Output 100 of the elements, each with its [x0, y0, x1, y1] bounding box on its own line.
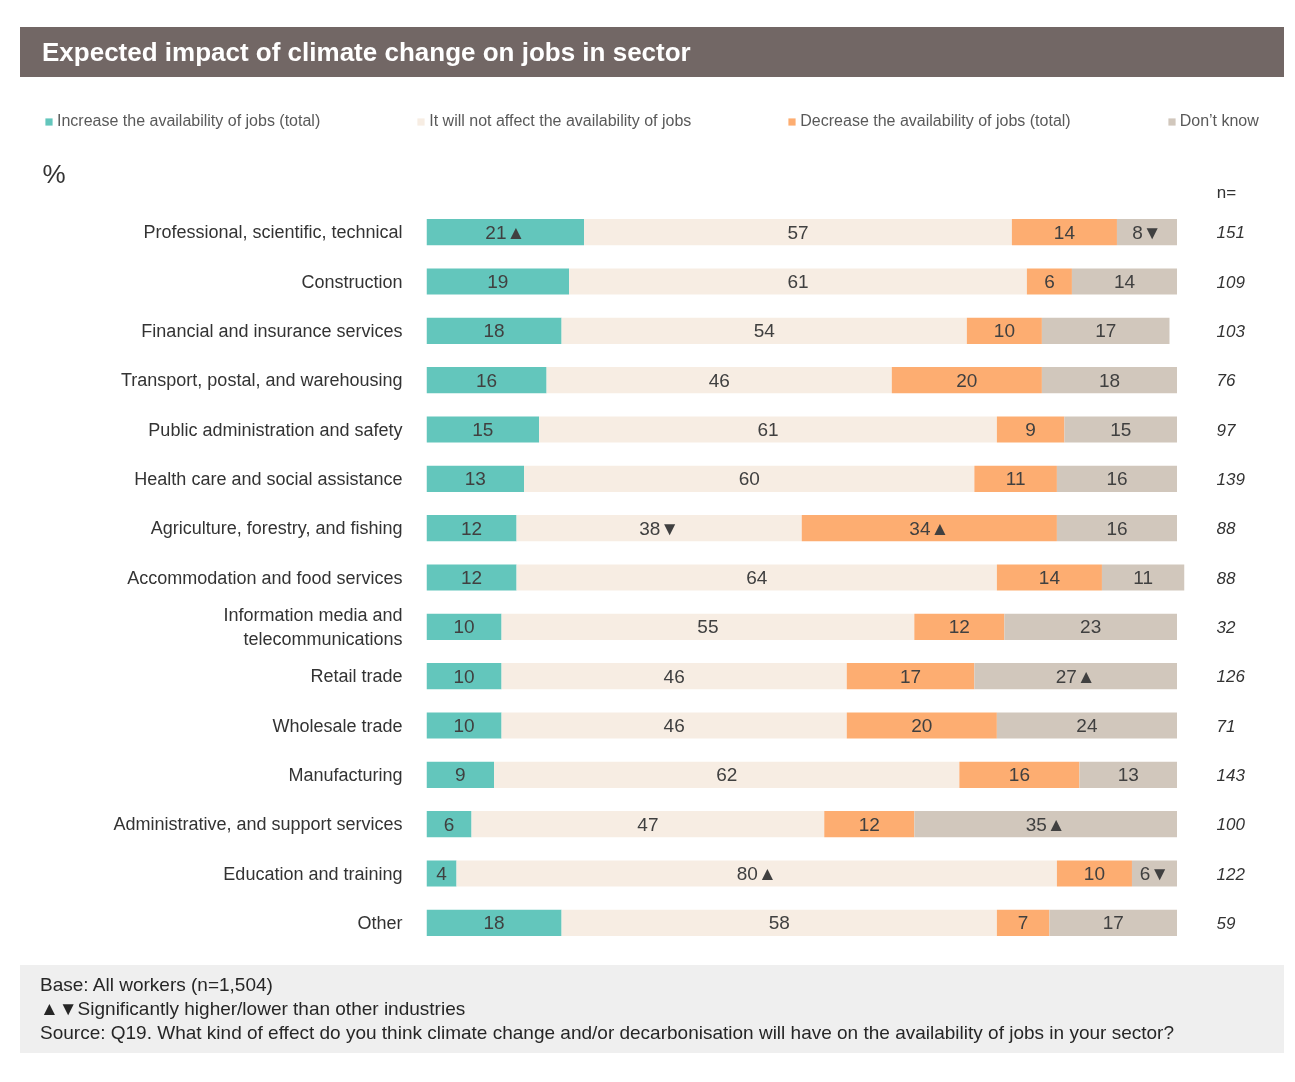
data-label: 16: [475, 369, 498, 391]
y2-tick-label: 151: [1216, 223, 1245, 243]
data-label: 46: [663, 715, 685, 736]
bar: [1041, 367, 1177, 394]
data-label: 61: [757, 419, 779, 440]
bar: [974, 663, 1177, 690]
data-label: 4: [436, 863, 448, 884]
bar: [996, 416, 1065, 443]
data-label: 16: [1106, 468, 1128, 490]
data-label: 61: [787, 271, 809, 292]
legend-label: It will not affect the availability of jobs: [429, 112, 692, 130]
data-label: 20: [911, 715, 933, 736]
y-tick-label: Accommodation and food services: [127, 567, 403, 588]
data-label: 60: [738, 468, 760, 490]
data-label: 21▲: [485, 221, 526, 243]
data-label: 12: [460, 517, 483, 539]
bar: [996, 564, 1102, 591]
bar: [959, 761, 1080, 788]
data-label: 16: [1106, 517, 1128, 539]
data-label: 27▲: [1055, 665, 1096, 687]
bar: [1056, 515, 1177, 542]
text: ▲▼Significantly higher/lower than other industries: [40, 997, 467, 1021]
x-axis-title: %: [42, 158, 66, 189]
data-label: 17: [900, 665, 922, 687]
bar: [1131, 860, 1177, 887]
data-label: 80▲: [736, 863, 777, 884]
bar: [846, 712, 997, 739]
bar: [561, 317, 967, 344]
bar: [996, 909, 1050, 936]
data-label: 12: [858, 813, 880, 835]
data-label: 54: [753, 320, 776, 342]
y2-tick-label: 143: [1216, 765, 1246, 785]
data-label: 18: [1098, 369, 1121, 391]
source-note: Source: Q19. What kind of effect do you think climate change and/or decarbonisation will have on the availability of jobs in your sector?: [40, 1021, 1175, 1045]
bar: [1101, 564, 1185, 591]
bar: [914, 811, 1177, 838]
data-label: 18: [483, 912, 505, 934]
bar: [426, 465, 525, 492]
bar: [1004, 613, 1177, 640]
text: Base: All workers (n=1,504): [40, 973, 274, 997]
y-tick-label: Financial and insurance services: [141, 320, 403, 341]
data-label: 10: [1083, 863, 1106, 884]
data-label: 7: [1017, 912, 1029, 934]
bar: [1064, 416, 1177, 443]
y2-axis-title: n=: [1216, 183, 1237, 202]
bar: [966, 317, 1042, 344]
bar: [501, 712, 847, 739]
data-label: 11: [1005, 468, 1026, 490]
bar: [426, 515, 517, 542]
y-tick-label: Transport, postal, and warehousing: [121, 370, 403, 391]
data-label: 14: [1053, 221, 1076, 243]
bar: [539, 416, 997, 443]
data-label: 64: [746, 567, 768, 588]
bar: [426, 317, 562, 344]
data-label: 34▲: [909, 517, 950, 539]
bar: [996, 712, 1177, 739]
data-label: 12: [460, 567, 483, 588]
legend-label: Decrease the availability of jobs (total): [800, 112, 1071, 130]
bar: [1049, 909, 1177, 936]
bar: [914, 613, 1005, 640]
y2-tick-label: 88: [1216, 568, 1236, 588]
data-label: 57: [787, 221, 809, 243]
data-label: 10: [993, 320, 1015, 342]
y-tick-label: Professional, scientific, technical: [143, 222, 403, 243]
data-label: 9: [1025, 419, 1036, 440]
data-label: 20: [956, 369, 978, 391]
y2-tick-label: 32: [1216, 617, 1236, 637]
data-label: 13: [464, 468, 486, 490]
data-label: 58: [768, 912, 790, 934]
y2-tick-label: 103: [1216, 321, 1246, 341]
y2-tick-label: 88: [1216, 519, 1236, 539]
y2-tick-label: 126: [1216, 667, 1246, 687]
y-tick-label: Education and training: [223, 863, 403, 884]
data-label: 16: [1008, 764, 1030, 786]
data-label: 12: [948, 616, 970, 638]
data-label: 6: [1044, 271, 1055, 292]
data-label: 14: [1113, 271, 1136, 292]
bar: [974, 465, 1057, 492]
data-label: 19: [487, 271, 509, 292]
data-label: 17: [1095, 320, 1117, 342]
bar: [1056, 860, 1132, 887]
bar: [426, 268, 570, 295]
bar: [426, 663, 502, 690]
y2-tick-label: 97: [1216, 420, 1236, 440]
bar: [891, 367, 1042, 394]
bar: [501, 613, 915, 640]
data-label: 8▼: [1132, 221, 1162, 243]
data-label: 38▼: [639, 517, 680, 539]
y-tick-label: Administrative, and support services: [113, 814, 403, 835]
bar: [426, 613, 502, 640]
y-tick-label: Health care and social assistance: [134, 468, 403, 489]
data-label: 14: [1038, 567, 1061, 588]
data-label: 11: [1133, 567, 1154, 588]
bar: [561, 909, 997, 936]
chart-title: Expected impact of climate change on jobs in sector: [20, 27, 1284, 77]
data-label: 13: [1117, 764, 1139, 786]
data-label: 24: [1076, 715, 1098, 736]
bar: [426, 367, 547, 394]
y-tick-label: Public administration and safety: [148, 419, 403, 440]
data-label: 9: [454, 764, 466, 786]
